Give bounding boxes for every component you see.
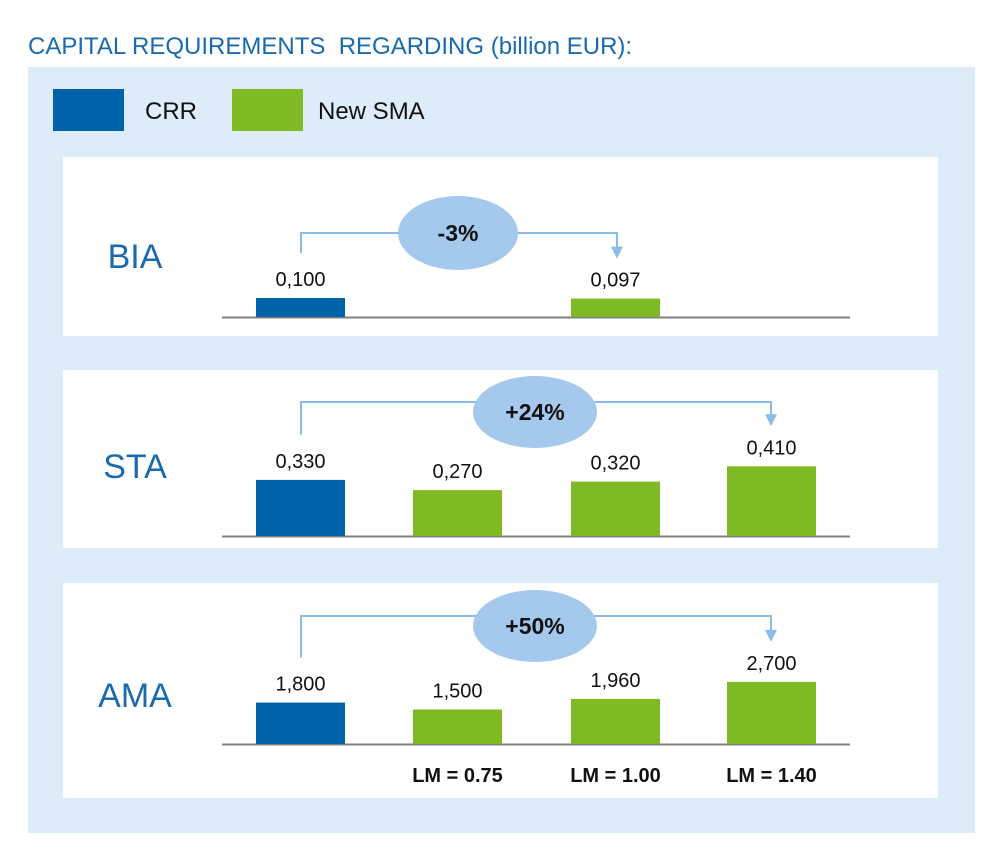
panel-label: STA xyxy=(103,448,167,486)
panel-sta: STA 0,330 0,270 0,320 0,410 +24% xyxy=(63,370,938,548)
legend-label-new-sma: New SMA xyxy=(318,98,425,125)
bar-value-label: 1,800 xyxy=(275,674,325,696)
panel-label: AMA xyxy=(98,677,172,715)
category-label: LM = 1.40 xyxy=(726,765,817,787)
bar-value-label: 1,500 xyxy=(432,681,482,703)
bar-value-label: 0,270 xyxy=(432,461,482,483)
panel-ama: AMA 1,800 1,500 LM = 0.75 1,960 LM = 1.00 2,70… xyxy=(63,583,938,798)
bar-value-label: 0,410 xyxy=(746,437,796,459)
bar-new-sma xyxy=(571,298,660,317)
bar-value-label: 0,097 xyxy=(590,270,640,292)
category-label: LM = 0.75 xyxy=(412,765,503,787)
change-percentage: -3% xyxy=(438,220,479,246)
arrowhead-icon xyxy=(765,414,777,427)
panel-bia: BIA 0,100 0,097 -3% xyxy=(63,157,938,336)
legend: CRR New SMA xyxy=(53,89,425,131)
bar-new-sma xyxy=(727,466,816,536)
bar-value-label: 0,330 xyxy=(275,451,325,473)
change-bubble xyxy=(473,376,597,448)
category-label: LM = 1.00 xyxy=(570,765,661,787)
bar-new-sma xyxy=(413,709,502,744)
change-percentage: +24% xyxy=(505,399,564,425)
bar-new-sma xyxy=(413,490,502,536)
bar-value-label: 0,320 xyxy=(590,453,640,475)
bar-value-label: 2,700 xyxy=(746,653,796,675)
bar-value-label: 0,100 xyxy=(275,269,325,291)
arrowhead-icon xyxy=(765,629,777,642)
legend-label-crr: CRR xyxy=(145,98,197,125)
legend-swatch-new-sma xyxy=(232,89,303,131)
bar-crr xyxy=(256,702,345,744)
bar-new-sma xyxy=(571,481,660,536)
bar-new-sma xyxy=(727,681,816,744)
bar-new-sma xyxy=(571,698,660,744)
panel-label: BIA xyxy=(108,238,163,276)
change-percentage: +50% xyxy=(505,613,564,639)
chart-title: CAPITAL REQUIREMENTS REGARDING (billion … xyxy=(28,33,632,60)
bar-value-label: 1,960 xyxy=(590,670,640,692)
bar-crr xyxy=(256,298,345,317)
legend-swatch-crr xyxy=(53,89,124,131)
arrowhead-icon xyxy=(611,246,623,259)
change-bubble xyxy=(398,196,518,270)
bar-crr xyxy=(256,479,345,536)
change-bubble xyxy=(473,590,597,662)
